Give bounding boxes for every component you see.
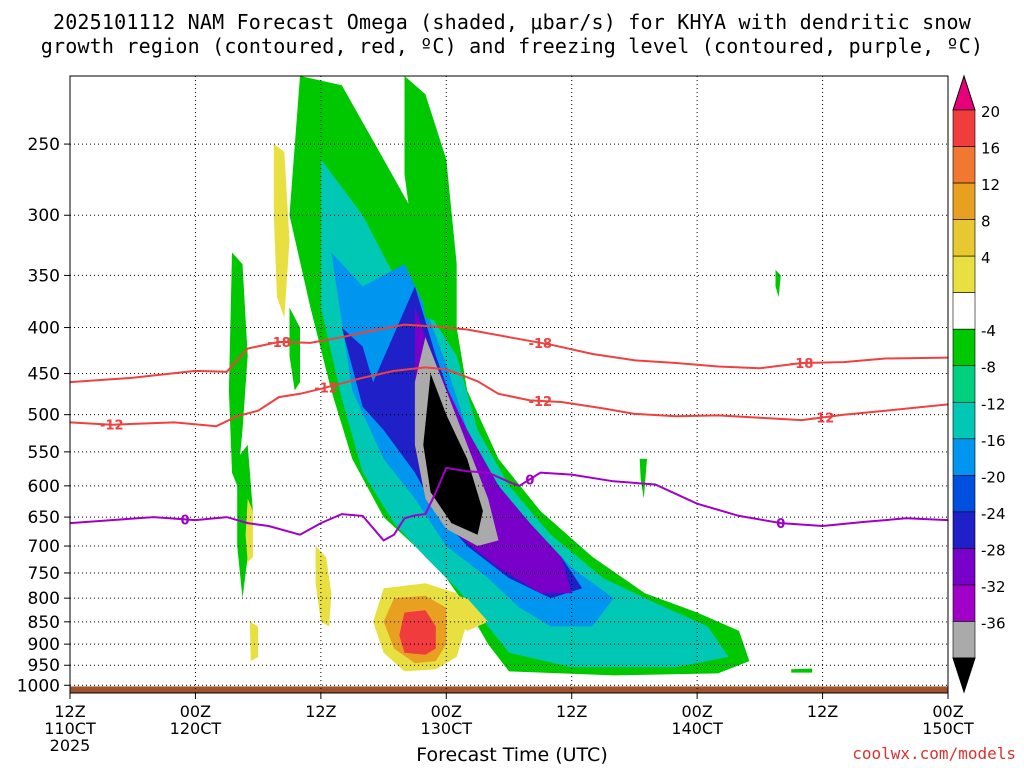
- plot-frame: [69, 75, 949, 694]
- colorbar-label-12: -32: [981, 578, 1006, 596]
- contour-label-0-2: -18: [790, 357, 814, 372]
- omega-region-neg-left-tower1: [228, 252, 248, 486]
- colorbar-swatch-1: [952, 146, 976, 184]
- colorbar-label-6: -8: [981, 359, 996, 377]
- chart-title-line1: 2025101112 NAM Forecast Omega (shaded, μ…: [52, 10, 972, 34]
- y-tick-label-900: 900: [28, 635, 60, 655]
- colorbar-label-10: -24: [981, 505, 1006, 523]
- colorbar-swatch-9: [952, 438, 976, 476]
- omega-region-pos-left-yellow3: [249, 621, 259, 662]
- contour-label-1-2: -12: [529, 395, 553, 410]
- y-tick-label-1000: 1000: [17, 676, 60, 696]
- y-tick-label-500: 500: [28, 406, 60, 426]
- contour-label-2-1: 0: [525, 473, 534, 488]
- omega-region-pos-left-yellow1: [245, 498, 253, 563]
- x-tick-label-84-1: 00Z: [932, 702, 963, 721]
- x-tick-label-36-2: 130CT: [421, 719, 473, 738]
- y-tick-label-950: 950: [28, 656, 60, 676]
- colorbar-label-3: 8: [981, 213, 991, 231]
- x-tick-label-72-1: 12Z: [807, 702, 838, 721]
- colorbar-swatch-4: [952, 255, 976, 293]
- colorbar-swatch-13: [952, 584, 976, 622]
- omega-region-pos-upper-yellow: [273, 144, 290, 318]
- credit-link[interactable]: coolwx.com/models: [852, 744, 1016, 763]
- omega-region-neg-speck1: [639, 458, 647, 499]
- contour-line-2-0: [70, 466, 948, 542]
- contour-label-1-1: -12: [314, 381, 338, 396]
- contour-label-1-0: -12: [100, 419, 124, 434]
- colorbar-swatch-10: [952, 475, 976, 513]
- colorbar-label-5: -4: [981, 322, 996, 340]
- colorbar-swatch-0: [952, 109, 976, 147]
- contour-line-0--18: [70, 323, 948, 384]
- x-tick-label-12-2: 120CT: [170, 719, 222, 738]
- y-tick-label-450: 450: [28, 365, 60, 385]
- y-tick-label-750: 750: [28, 564, 60, 584]
- y-axis-ticks: 2503003504004505005506006507007508008509…: [17, 135, 70, 696]
- omega-region-neg-core-teal: [320, 159, 729, 668]
- x-axis-label: Forecast Time (UTC): [416, 744, 608, 766]
- colorbar-arrow-top: [952, 74, 976, 111]
- x-tick-label-84-2: 150CT: [922, 719, 974, 738]
- omega-region-pos-blob-yellow2: [446, 593, 489, 631]
- y-tick-label-250: 250: [28, 135, 60, 155]
- omega-shading-layer: [70, 76, 948, 693]
- colorbar-label-13: -36: [981, 614, 1006, 632]
- ground-strip: [70, 686, 948, 693]
- colorbar-label-1: 16: [981, 140, 1000, 158]
- chart-title-line2: growth region (contoured, red, ºC) and f…: [40, 34, 984, 58]
- colorbar-swatch-7: [952, 365, 976, 403]
- omega-region-neg-upper-green: [404, 76, 457, 328]
- colorbar-swatch-3: [952, 219, 976, 257]
- contour-line-1--12: [70, 366, 948, 428]
- y-tick-label-850: 850: [28, 613, 60, 633]
- omega-region-neg-speck3: [791, 668, 813, 673]
- x-tick-label-0-3: 2025: [50, 736, 91, 755]
- x-tick-label-24-1: 12Z: [305, 702, 336, 721]
- colorbar-arrow-bottom: [952, 657, 976, 694]
- x-tick-label-60-1: 00Z: [681, 702, 712, 721]
- colorbar-swatch-11: [952, 511, 976, 549]
- y-tick-label-600: 600: [28, 477, 60, 497]
- x-tick-label-36-1: 00Z: [431, 702, 462, 721]
- y-tick-label-800: 800: [28, 589, 60, 609]
- contour-label-0-0: -18: [267, 336, 291, 351]
- x-tick-label-0-2: 110CT: [44, 719, 96, 738]
- x-tick-label-60-2: 140CT: [671, 719, 723, 738]
- colorbar-label-0: 20: [981, 103, 1000, 121]
- colorbar-label-7: -12: [981, 395, 1006, 413]
- contour-label-2-2: 0: [776, 517, 785, 532]
- omega-region-neg-core-black: [423, 373, 483, 535]
- y-tick-label-300: 300: [28, 206, 60, 226]
- contour-label-0-1: -18: [529, 337, 553, 352]
- colorbar-label-11: -28: [981, 541, 1006, 559]
- colorbar-swatch-8: [952, 401, 976, 440]
- contour-label-2-0: 0: [180, 513, 189, 528]
- colorbar-swatch-2: [952, 182, 976, 220]
- y-tick-label-650: 650: [28, 508, 60, 528]
- colorbar: 20 16 12 8 4 -4 -8 -12 -16 -20 -24 -28 -32 -36: [952, 74, 1006, 694]
- x-tick-label-0-1: 12Z: [54, 702, 85, 721]
- x-tick-label-48-1: 12Z: [556, 702, 587, 721]
- y-tick-label-400: 400: [28, 319, 60, 339]
- y-tick-label-350: 350: [28, 266, 60, 286]
- colorbar-swatch-6: [952, 328, 976, 367]
- omega-region-neg-left-tower3: [289, 307, 300, 391]
- contour-label-1-3: -12: [811, 411, 835, 426]
- colorbar-swatch-5: [952, 292, 976, 330]
- colorbar-swatch-12: [952, 548, 976, 586]
- y-tick-label-550: 550: [28, 443, 60, 463]
- x-tick-label-12-1: 00Z: [180, 702, 211, 721]
- omega-region-neg-speck2: [775, 269, 781, 298]
- colorbar-swatch-14: [952, 621, 976, 659]
- temperature-contours-layer: -18 -18 -18 -12 -12 -12 -12 0 0 0: [70, 323, 948, 542]
- colorbar-label-4: 4: [981, 249, 991, 267]
- colorbar-label-2: 12: [981, 176, 1000, 194]
- y-tick-label-700: 700: [28, 537, 60, 557]
- colorbar-label-9: -20: [981, 468, 1006, 486]
- omega-region-pos-left-yellow2: [315, 546, 332, 627]
- colorbar-label-8: -16: [981, 432, 1006, 450]
